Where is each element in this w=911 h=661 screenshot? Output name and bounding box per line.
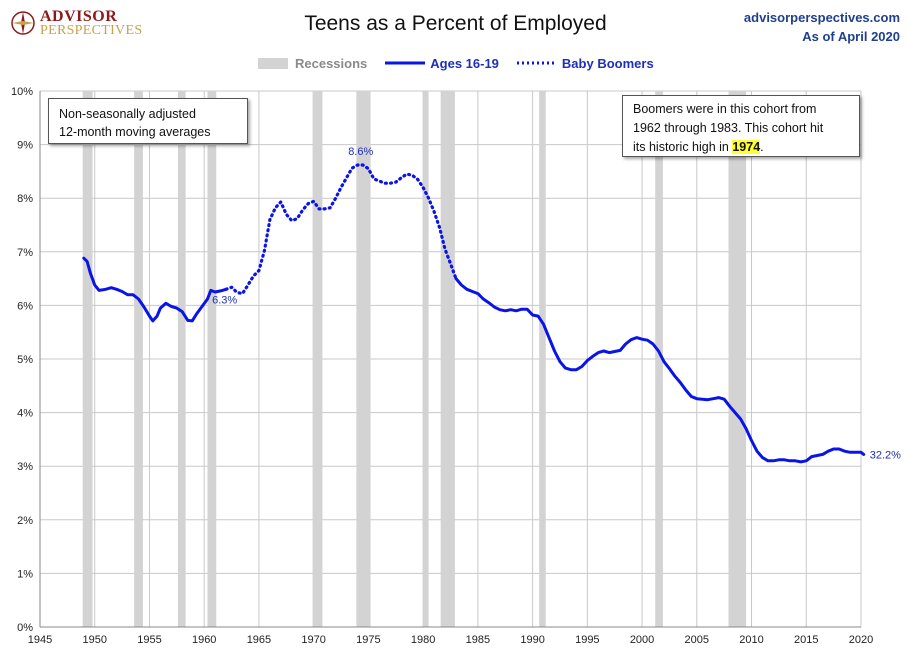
x-tick-label: 1945	[28, 634, 52, 646]
y-tick-label: 10%	[11, 86, 33, 98]
dotted-line-swatch	[516, 61, 557, 65]
data-label: 32.2%	[870, 449, 901, 461]
y-tick-label: 3%	[17, 461, 33, 473]
x-tick-label: 2000	[630, 634, 654, 646]
source-url: advisorperspectives.com	[743, 10, 900, 25]
x-tick-label: 2010	[739, 634, 763, 646]
recession-band	[423, 91, 429, 627]
recession-band	[655, 91, 663, 627]
note-box: Non-seasonally adjusted 12-month moving …	[48, 98, 248, 144]
y-tick-label: 5%	[17, 354, 33, 366]
x-tick-label: 1995	[575, 634, 599, 646]
note-line: 12-month moving averages	[59, 125, 211, 139]
solid-line-swatch	[385, 61, 426, 65]
chart-title: Teens as a Percent of Employed	[304, 12, 607, 35]
legend-label-ages-16-19: Ages 16-19	[430, 55, 499, 71]
x-tick-label: 1990	[520, 634, 544, 646]
x-tick-label: 1985	[466, 634, 490, 646]
recession-band	[312, 91, 323, 627]
x-tick-label: 2015	[794, 634, 818, 646]
recession-band	[207, 91, 217, 627]
as-of-date: As of April 2020	[802, 29, 900, 44]
logo-text-top: ADVISOR	[40, 8, 118, 25]
callout-line: 1962 through 1983. This cohort hit	[633, 121, 824, 135]
legend-label-recessions: Recessions	[295, 55, 368, 71]
x-tick-label: 2020	[849, 634, 873, 646]
recession-band	[728, 91, 747, 627]
recession-band	[177, 91, 186, 627]
callout-line: Boomers were in this cohort from	[633, 102, 817, 116]
x-tick-label: 1965	[247, 634, 271, 646]
callout-line: its historic high in 1974.	[633, 138, 849, 157]
recession-band	[440, 91, 455, 627]
legend-item-baby-boomers: Baby Boomers	[516, 55, 654, 71]
callout-text: .	[760, 140, 764, 154]
legend-item-recessions: Recessions	[258, 56, 367, 71]
boomer-callout-box: Boomers were in this cohort from 1962 th…	[622, 95, 860, 157]
note-line: Non-seasonally adjusted	[59, 107, 196, 121]
y-tick-label: 2%	[17, 515, 33, 527]
data-label: 6.3%	[212, 294, 237, 306]
x-tick-label: 1970	[301, 634, 325, 646]
y-tick-label: 4%	[17, 408, 33, 420]
y-tick-label: 7%	[17, 247, 33, 259]
x-tick-label: 1960	[192, 634, 216, 646]
series-line-baby-boomers	[224, 163, 458, 296]
compass-rose-icon	[11, 11, 35, 35]
y-tick-label: 8%	[17, 193, 33, 205]
x-tick-label: 1975	[356, 634, 380, 646]
x-tick-label: 2005	[685, 634, 709, 646]
recession-swatch	[258, 57, 288, 69]
series-line-ages-16-19	[454, 277, 866, 464]
source-block: advisorperspectives.com As of April 2020	[744, 8, 900, 46]
advisor-perspectives-logo: ADVISOR PERSPECTIVES	[10, 8, 150, 38]
recession-band	[539, 91, 546, 627]
x-tick-label: 1980	[411, 634, 435, 646]
recession-band	[134, 91, 143, 627]
y-tick-label: 0%	[17, 622, 33, 634]
recession-band	[356, 91, 371, 627]
callout-highlight-year: 1974	[732, 140, 761, 154]
y-tick-label: 9%	[17, 140, 33, 152]
chart-legend: Recessions Ages 16-19 Baby Boomers	[258, 54, 672, 72]
recession-band	[82, 91, 93, 627]
callout-text: its historic high in	[633, 140, 733, 154]
series-line-ages-16-19	[82, 256, 228, 323]
legend-item-ages-16-19: Ages 16-19	[385, 56, 499, 71]
logo-text-bottom: PERSPECTIVES	[40, 23, 143, 38]
legend-label-baby-boomers: Baby Boomers	[561, 55, 654, 71]
x-tick-label: 1955	[137, 634, 161, 646]
y-tick-label: 6%	[17, 300, 33, 312]
y-tick-label: 1%	[17, 568, 33, 580]
x-tick-label: 1950	[82, 634, 106, 646]
data-label: 8.6%	[348, 146, 373, 158]
